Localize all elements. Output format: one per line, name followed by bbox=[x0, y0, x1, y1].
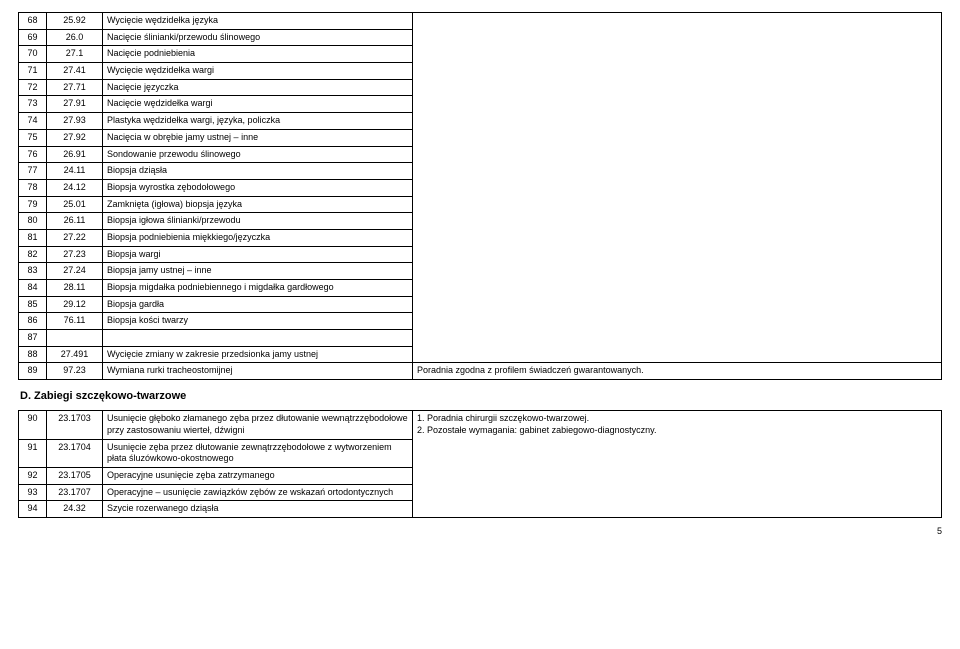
cell-code: 27.71 bbox=[47, 79, 103, 96]
cell-num: 91 bbox=[19, 439, 47, 467]
cell-desc: Sondowanie przewodu ślinowego bbox=[103, 146, 413, 163]
cell-code: 97.23 bbox=[47, 363, 103, 380]
cell-desc: Wycięcie zmiany w zakresie przedsionka j… bbox=[103, 346, 413, 363]
cell-code bbox=[47, 330, 103, 347]
cell-desc: Biopsja jamy ustnej – inne bbox=[103, 263, 413, 280]
cell-code: 27.491 bbox=[47, 346, 103, 363]
cell-code: 25.92 bbox=[47, 13, 103, 30]
table-row: 9023.1703Usunięcie głęboko złamanego zęb… bbox=[19, 411, 942, 439]
cell-code: 27.23 bbox=[47, 246, 103, 263]
cell-extra bbox=[413, 13, 942, 363]
cell-num: 92 bbox=[19, 467, 47, 484]
cell-code: 24.12 bbox=[47, 179, 103, 196]
cell-desc: Usunięcie głęboko złamanego zęba przez d… bbox=[103, 411, 413, 439]
cell-desc: Biopsja gardła bbox=[103, 296, 413, 313]
cell-num: 78 bbox=[19, 179, 47, 196]
cell-code: 27.1 bbox=[47, 46, 103, 63]
cell-code: 27.92 bbox=[47, 129, 103, 146]
cell-desc: Biopsja kości twarzy bbox=[103, 313, 413, 330]
cell-code: 27.91 bbox=[47, 96, 103, 113]
cell-num: 75 bbox=[19, 129, 47, 146]
cell-num: 72 bbox=[19, 79, 47, 96]
cell-code: 76.11 bbox=[47, 313, 103, 330]
cell-num: 79 bbox=[19, 196, 47, 213]
cell-code: 24.11 bbox=[47, 163, 103, 180]
cell-num: 80 bbox=[19, 213, 47, 230]
cell-code: 26.11 bbox=[47, 213, 103, 230]
cell-code: 27.93 bbox=[47, 113, 103, 130]
cell-extra: Poradnia zgodna z profilem świadczeń gwa… bbox=[413, 363, 942, 380]
cell-num: 94 bbox=[19, 501, 47, 518]
cell-desc: Operacyjne usunięcie zęba zatrzymanego bbox=[103, 467, 413, 484]
cell-num: 73 bbox=[19, 96, 47, 113]
cell-num: 69 bbox=[19, 29, 47, 46]
table-top: 6825.92Wycięcie wędzidełka języka6926.0N… bbox=[18, 12, 942, 380]
cell-num: 82 bbox=[19, 246, 47, 263]
cell-num: 85 bbox=[19, 296, 47, 313]
cell-code: 24.32 bbox=[47, 501, 103, 518]
cell-code: 27.41 bbox=[47, 63, 103, 80]
cell-desc: Wycięcie wędzidełka wargi bbox=[103, 63, 413, 80]
cell-code: 23.1703 bbox=[47, 411, 103, 439]
cell-num: 87 bbox=[19, 330, 47, 347]
cell-desc: Nacięcie języczka bbox=[103, 79, 413, 96]
cell-code: 27.22 bbox=[47, 229, 103, 246]
cell-num: 89 bbox=[19, 363, 47, 380]
cell-desc: Biopsja wyrostka zębodołowego bbox=[103, 179, 413, 196]
cell-num: 84 bbox=[19, 280, 47, 297]
cell-code: 23.1704 bbox=[47, 439, 103, 467]
cell-code: 26.0 bbox=[47, 29, 103, 46]
cell-desc: Usunięcie zęba przez dłutowanie zewnątrz… bbox=[103, 439, 413, 467]
cell-num: 93 bbox=[19, 484, 47, 501]
cell-desc: Biopsja wargi bbox=[103, 246, 413, 263]
cell-desc: Zamknięta (igłowa) biopsja języka bbox=[103, 196, 413, 213]
cell-num: 90 bbox=[19, 411, 47, 439]
cell-desc: Wymiana rurki tracheostomijnej bbox=[103, 363, 413, 380]
section-heading: D. Zabiegi szczękowo-twarzowe bbox=[18, 380, 942, 410]
cell-num: 71 bbox=[19, 63, 47, 80]
cell-num: 81 bbox=[19, 229, 47, 246]
cell-num: 88 bbox=[19, 346, 47, 363]
cell-notes: 1. Poradnia chirurgii szczękowo-twarzowe… bbox=[413, 411, 942, 518]
cell-code: 26.91 bbox=[47, 146, 103, 163]
cell-num: 77 bbox=[19, 163, 47, 180]
cell-desc bbox=[103, 330, 413, 347]
cell-code: 29.12 bbox=[47, 296, 103, 313]
cell-num: 86 bbox=[19, 313, 47, 330]
page-number: 5 bbox=[18, 518, 942, 536]
cell-desc: Biopsja migdałka podniebiennego i migdał… bbox=[103, 280, 413, 297]
cell-code: 23.1705 bbox=[47, 467, 103, 484]
cell-desc: Biopsja dziąsła bbox=[103, 163, 413, 180]
cell-code: 27.24 bbox=[47, 263, 103, 280]
cell-code: 28.11 bbox=[47, 280, 103, 297]
cell-desc: Nacięcia w obrębie jamy ustnej – inne bbox=[103, 129, 413, 146]
cell-num: 70 bbox=[19, 46, 47, 63]
cell-num: 74 bbox=[19, 113, 47, 130]
cell-desc: Wycięcie wędzidełka języka bbox=[103, 13, 413, 30]
cell-code: 25.01 bbox=[47, 196, 103, 213]
table-row: 6825.92Wycięcie wędzidełka języka bbox=[19, 13, 942, 30]
cell-num: 76 bbox=[19, 146, 47, 163]
cell-num: 68 bbox=[19, 13, 47, 30]
cell-desc: Nacięcie ślinianki/przewodu ślinowego bbox=[103, 29, 413, 46]
cell-code: 23.1707 bbox=[47, 484, 103, 501]
cell-num: 83 bbox=[19, 263, 47, 280]
cell-desc: Plastyka wędzidełka wargi, języka, polic… bbox=[103, 113, 413, 130]
cell-desc: Operacyjne – usunięcie zawiązków zębów z… bbox=[103, 484, 413, 501]
cell-desc: Szycie rozerwanego dziąsła bbox=[103, 501, 413, 518]
table-row: 8997.23Wymiana rurki tracheostomijnejPor… bbox=[19, 363, 942, 380]
cell-desc: Biopsja podniebienia miękkiego/języczka bbox=[103, 229, 413, 246]
table-bottom: 9023.1703Usunięcie głęboko złamanego zęb… bbox=[18, 410, 942, 518]
cell-desc: Nacięcie wędzidełka wargi bbox=[103, 96, 413, 113]
cell-desc: Biopsja igłowa ślinianki/przewodu bbox=[103, 213, 413, 230]
cell-desc: Nacięcie podniebienia bbox=[103, 46, 413, 63]
